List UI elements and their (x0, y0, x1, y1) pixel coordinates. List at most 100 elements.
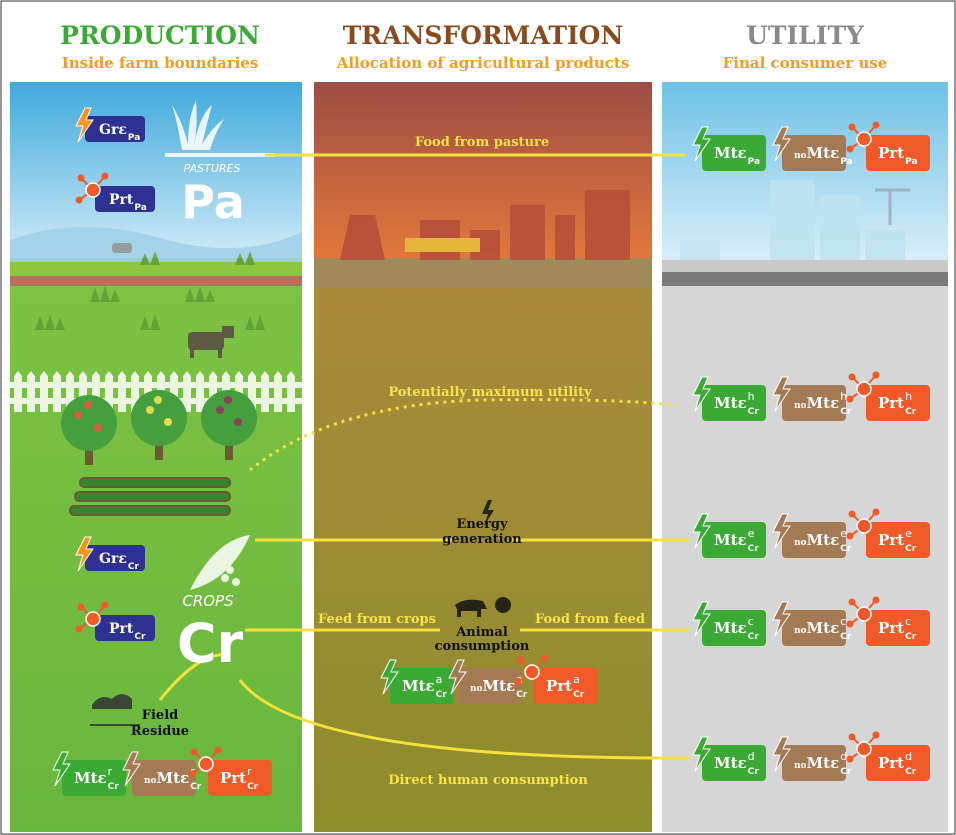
badge-sup: e (905, 527, 912, 540)
badge-sub: Cr (905, 544, 917, 554)
molecule-atom (872, 731, 880, 739)
picket (118, 371, 126, 412)
flow-label: Potentially maximum utility (388, 385, 592, 400)
molecule-atom (872, 371, 880, 379)
flow-label: Food from feed (535, 612, 645, 627)
molecule-atom (848, 598, 856, 606)
badge-sub: Pa (840, 157, 852, 167)
badge-box (782, 522, 846, 558)
badge-box (702, 522, 766, 558)
molecule-atom (75, 196, 83, 204)
badge-sub: Cr (436, 690, 448, 700)
molecule-atom (848, 123, 856, 131)
molecule-atom (846, 532, 854, 540)
flow-label: Direct human consumption (388, 773, 588, 788)
badge-text: noMtε (794, 754, 839, 772)
badge-prefix: no (794, 626, 807, 636)
molecule-atom (77, 603, 85, 611)
badge-prefix: no (470, 684, 483, 694)
badge-text: Grε (99, 551, 127, 567)
molecule-atom (846, 755, 854, 763)
flow-label: consumption (435, 639, 530, 654)
badge-sub: Pa (905, 157, 917, 167)
bolt-icon (380, 659, 399, 695)
badge-box (866, 135, 930, 171)
molecule-atom (75, 625, 83, 633)
badge: Prt a Cr (514, 654, 598, 704)
bolt-icon (75, 536, 94, 572)
badge-sub: Cr (108, 782, 120, 792)
badge-prefix: no (794, 761, 807, 771)
badge-main: Mtε (157, 769, 190, 787)
badge-sub: Cr (516, 690, 528, 700)
badge: noMtε Pa (772, 126, 853, 171)
badge-box (702, 745, 766, 781)
badge: Prt r Cr (188, 746, 272, 796)
picket (40, 371, 48, 412)
badge-sub: Cr (128, 562, 140, 572)
badge-text: Mtε (714, 619, 747, 637)
badge-main: Prt (878, 394, 904, 412)
badge-prefix: no (794, 538, 807, 548)
badge-box (702, 610, 766, 646)
badge-box (208, 760, 272, 796)
badge-box (866, 385, 930, 421)
badge-text: Mtε (714, 144, 747, 162)
molecule-atom (846, 395, 854, 403)
picket (53, 371, 61, 412)
crops-label: CROPS (182, 592, 234, 610)
molecule-atom (846, 145, 854, 153)
badge-box (95, 186, 155, 212)
badge-main: Mtε (807, 531, 840, 549)
badge-main: Mtε (714, 144, 747, 162)
badge-box (782, 135, 846, 171)
badge-sub: Pa (134, 203, 146, 213)
badge-main: Mtε (74, 769, 107, 787)
badge-sub: Cr (905, 632, 917, 642)
badge: noMtε d Cr (772, 736, 852, 781)
badge-text: Prt (878, 619, 904, 637)
badge-sub: Pa (748, 157, 760, 167)
crops-symbol: Cr (177, 612, 244, 675)
badge-sub: Cr (134, 632, 146, 642)
badge: Mtε a Cr (380, 659, 454, 704)
badge-prefix: no (794, 151, 807, 161)
badge-text: Prt (546, 677, 572, 695)
badge-sub: Cr (573, 690, 585, 700)
picket (14, 371, 22, 412)
badge-box (702, 135, 766, 171)
molecule-atom (872, 508, 880, 516)
badge-text: noMtε (794, 619, 839, 637)
badge-main: Mtε (714, 394, 747, 412)
molecule-core (856, 131, 872, 147)
badge-sub: Cr (840, 407, 852, 417)
badge-sup: e (748, 527, 755, 540)
badge-main: Prt (220, 769, 246, 787)
molecule-atom (848, 373, 856, 381)
badge-sub: Cr (840, 544, 852, 554)
badge: Grε Pa (75, 107, 145, 143)
badge-box (458, 668, 522, 704)
scenery (10, 100, 910, 726)
bolt-icon (772, 513, 791, 549)
picket (27, 371, 35, 412)
molecule-atom (846, 620, 854, 628)
badge-text: noMtε (794, 144, 839, 162)
badge: Prt Pa (75, 172, 155, 213)
badge-main: Grε (99, 551, 127, 567)
picket (287, 371, 295, 412)
flow-label: Energy (456, 517, 508, 532)
picket (261, 371, 269, 412)
badge-prefix: no (144, 776, 157, 786)
badge: noMtε c Cr (772, 601, 852, 646)
badge: noMtε e Cr (772, 513, 852, 558)
molecule-core (856, 741, 872, 757)
badge-sup: r (247, 765, 252, 778)
badge-text: Prt (220, 769, 246, 787)
badge: Prt h Cr (846, 371, 930, 421)
badge-sub: Cr (840, 632, 852, 642)
picket (274, 371, 282, 412)
badge-box (95, 615, 155, 641)
flow-label: Feed from crops (318, 612, 436, 627)
molecule-atom (540, 654, 548, 662)
